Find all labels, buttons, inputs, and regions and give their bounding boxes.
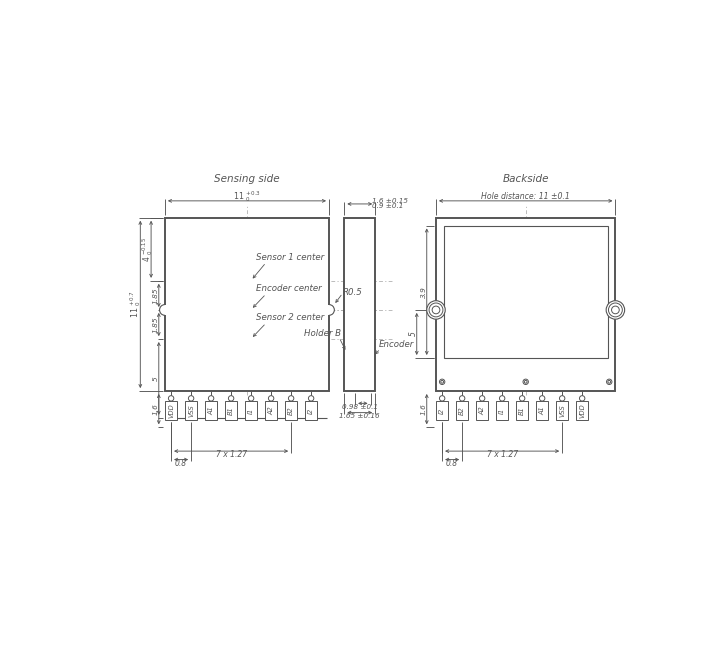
Text: R0.5: R0.5	[343, 288, 363, 298]
Bar	[436, 401, 448, 420]
Text: 0.9 ±0.1: 0.9 ±0.1	[372, 203, 403, 209]
Bar	[577, 401, 588, 420]
Text: 1.85: 1.85	[153, 287, 158, 304]
Bar	[516, 401, 528, 420]
Bar	[456, 401, 468, 420]
Circle shape	[168, 396, 174, 401]
Text: B1: B1	[228, 407, 234, 415]
Bar	[266, 401, 277, 420]
Text: 1.6 ±0.15: 1.6 ±0.15	[372, 198, 408, 204]
Bar	[536, 401, 548, 420]
Text: 1.85: 1.85	[153, 316, 158, 333]
Text: 7 x 1.27: 7 x 1.27	[215, 451, 247, 459]
Circle shape	[289, 396, 294, 401]
Text: 0.8: 0.8	[175, 459, 187, 468]
Circle shape	[208, 396, 214, 401]
Text: 1.6: 1.6	[420, 403, 427, 415]
Text: 5: 5	[153, 376, 158, 381]
Text: VDD: VDD	[579, 403, 585, 418]
Circle shape	[606, 379, 612, 385]
Circle shape	[427, 301, 445, 319]
Text: I2: I2	[308, 408, 314, 414]
Bar	[205, 401, 217, 420]
Bar	[246, 401, 257, 420]
Text: A1: A1	[208, 407, 214, 415]
Text: 1.6: 1.6	[153, 403, 158, 415]
Circle shape	[441, 380, 444, 383]
Circle shape	[432, 306, 440, 314]
Text: 0.8: 0.8	[446, 459, 458, 468]
Bar	[185, 401, 197, 420]
Circle shape	[580, 396, 585, 401]
Bar	[323, 304, 334, 315]
Text: $4\ ^{-0.15}_{0}$: $4\ ^{-0.15}_{0}$	[140, 237, 155, 262]
Text: I1: I1	[499, 408, 505, 414]
Circle shape	[429, 303, 443, 317]
Circle shape	[611, 306, 619, 314]
Text: Sensor 2 center: Sensor 2 center	[256, 313, 324, 322]
Circle shape	[500, 396, 505, 401]
Text: 3.9: 3.9	[420, 286, 427, 298]
Text: VSS: VSS	[559, 405, 565, 417]
Circle shape	[539, 396, 545, 401]
Bar	[496, 401, 508, 420]
Circle shape	[439, 396, 445, 401]
Circle shape	[608, 303, 622, 317]
Text: Encoder center: Encoder center	[256, 284, 322, 293]
Bar	[166, 401, 177, 420]
Circle shape	[459, 396, 465, 401]
Bar	[557, 401, 568, 420]
Circle shape	[519, 396, 525, 401]
Text: 1.65 ±0.16: 1.65 ±0.16	[339, 413, 380, 420]
Circle shape	[608, 380, 611, 383]
Bar	[285, 401, 297, 420]
Text: Hole distance: 11 ±0.1: Hole distance: 11 ±0.1	[481, 192, 570, 201]
Text: Sensing side: Sensing side	[214, 174, 280, 184]
Text: A2: A2	[479, 407, 485, 415]
Text: I1: I1	[248, 408, 254, 414]
Circle shape	[228, 396, 234, 401]
Circle shape	[524, 380, 527, 383]
Bar	[165, 218, 329, 391]
Bar	[225, 401, 237, 420]
Text: B1: B1	[519, 407, 525, 415]
Text: 7 x 1.27: 7 x 1.27	[487, 451, 518, 459]
Bar	[436, 218, 616, 391]
Text: A1: A1	[539, 407, 545, 415]
Text: Encoder: Encoder	[379, 341, 414, 349]
Bar	[477, 401, 488, 420]
Bar	[160, 304, 171, 315]
Text: $11\ ^{+0.7}_{0}$: $11\ ^{+0.7}_{0}$	[128, 290, 143, 318]
Circle shape	[606, 301, 625, 319]
Text: 0.98 ±0.1: 0.98 ±0.1	[342, 404, 378, 411]
Text: B2: B2	[459, 407, 465, 415]
Text: VSS: VSS	[188, 405, 194, 417]
Circle shape	[269, 396, 274, 401]
Text: I2: I2	[439, 408, 445, 414]
Circle shape	[523, 379, 528, 385]
Text: A2: A2	[268, 407, 274, 415]
Bar	[344, 218, 375, 391]
Text: Sensor 1 center: Sensor 1 center	[256, 253, 324, 261]
Text: Backside: Backside	[503, 174, 549, 184]
Text: $11\ ^{+0.3}_{0}$: $11\ ^{+0.3}_{0}$	[233, 189, 261, 204]
Circle shape	[248, 396, 254, 401]
Circle shape	[189, 396, 194, 401]
Text: 5: 5	[408, 331, 418, 337]
Circle shape	[439, 379, 445, 385]
Text: Holder B: Holder B	[304, 329, 341, 338]
Bar	[444, 226, 608, 358]
Text: B2: B2	[288, 407, 294, 415]
Bar	[305, 401, 317, 420]
Text: VDD: VDD	[168, 403, 174, 418]
Circle shape	[480, 396, 485, 401]
Circle shape	[308, 396, 314, 401]
Circle shape	[559, 396, 565, 401]
